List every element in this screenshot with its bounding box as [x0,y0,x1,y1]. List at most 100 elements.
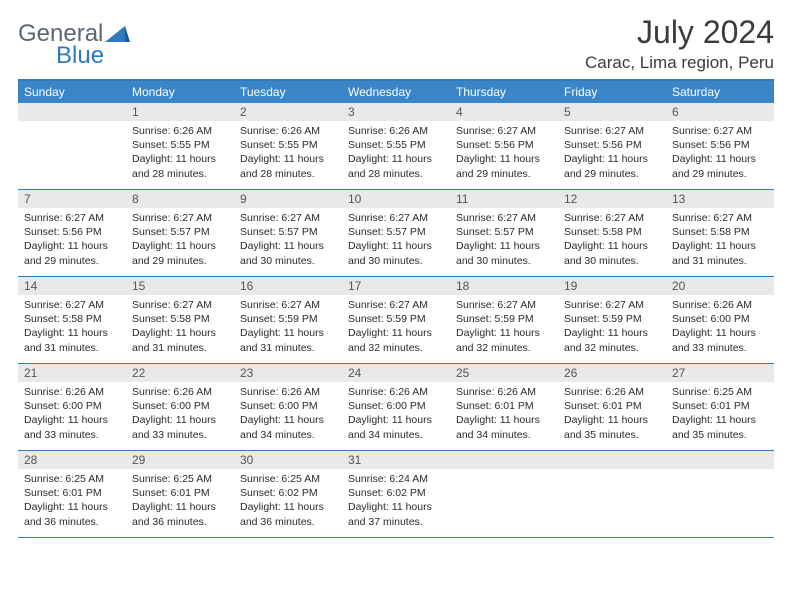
day-content: Sunrise: 6:26 AMSunset: 5:55 PMDaylight:… [126,121,234,184]
daylight-text: Daylight: 11 hours and 32 minutes. [564,326,660,354]
day-number: 28 [18,451,126,469]
day-content: Sunrise: 6:27 AMSunset: 5:59 PMDaylight:… [342,295,450,358]
day-cell: 5Sunrise: 6:27 AMSunset: 5:56 PMDaylight… [558,103,666,189]
day-cell: 12Sunrise: 6:27 AMSunset: 5:58 PMDayligh… [558,190,666,276]
day-cell: 27Sunrise: 6:25 AMSunset: 6:01 PMDayligh… [666,364,774,450]
sunrise-text: Sunrise: 6:27 AM [24,298,120,312]
day-cell: 24Sunrise: 6:26 AMSunset: 6:00 PMDayligh… [342,364,450,450]
day-number [558,451,666,469]
day-content: Sunrise: 6:27 AMSunset: 5:57 PMDaylight:… [126,208,234,271]
sunset-text: Sunset: 5:59 PM [456,312,552,326]
day-cell [666,451,774,537]
daylight-text: Daylight: 11 hours and 33 minutes. [132,413,228,441]
day-content: Sunrise: 6:27 AMSunset: 5:56 PMDaylight:… [18,208,126,271]
day-content: Sunrise: 6:26 AMSunset: 6:00 PMDaylight:… [666,295,774,358]
weekday-friday: Friday [558,81,666,103]
sunset-text: Sunset: 5:57 PM [240,225,336,239]
sunset-text: Sunset: 5:56 PM [564,138,660,152]
logo: GeneralBlue [18,20,131,70]
day-content: Sunrise: 6:26 AMSunset: 5:55 PMDaylight:… [234,121,342,184]
day-content: Sunrise: 6:27 AMSunset: 5:57 PMDaylight:… [342,208,450,271]
day-number: 2 [234,103,342,121]
week-row: 14Sunrise: 6:27 AMSunset: 5:58 PMDayligh… [18,277,774,364]
sunrise-text: Sunrise: 6:27 AM [240,211,336,225]
day-cell: 21Sunrise: 6:26 AMSunset: 6:00 PMDayligh… [18,364,126,450]
day-number: 30 [234,451,342,469]
daylight-text: Daylight: 11 hours and 30 minutes. [456,239,552,267]
day-number: 4 [450,103,558,121]
day-content: Sunrise: 6:27 AMSunset: 5:56 PMDaylight:… [450,121,558,184]
sunset-text: Sunset: 5:57 PM [132,225,228,239]
day-cell: 18Sunrise: 6:27 AMSunset: 5:59 PMDayligh… [450,277,558,363]
sunset-text: Sunset: 6:00 PM [672,312,768,326]
week-row: 21Sunrise: 6:26 AMSunset: 6:00 PMDayligh… [18,364,774,451]
day-number: 14 [18,277,126,295]
daylight-text: Daylight: 11 hours and 31 minutes. [24,326,120,354]
day-cell: 7Sunrise: 6:27 AMSunset: 5:56 PMDaylight… [18,190,126,276]
sunrise-text: Sunrise: 6:27 AM [348,211,444,225]
week-row: 1Sunrise: 6:26 AMSunset: 5:55 PMDaylight… [18,103,774,190]
daylight-text: Daylight: 11 hours and 28 minutes. [132,152,228,180]
weekday-saturday: Saturday [666,81,774,103]
day-number: 19 [558,277,666,295]
sunset-text: Sunset: 6:00 PM [348,399,444,413]
day-content: Sunrise: 6:25 AMSunset: 6:02 PMDaylight:… [234,469,342,532]
day-cell: 3Sunrise: 6:26 AMSunset: 5:55 PMDaylight… [342,103,450,189]
daylight-text: Daylight: 11 hours and 30 minutes. [240,239,336,267]
day-number: 21 [18,364,126,382]
day-content: Sunrise: 6:27 AMSunset: 5:58 PMDaylight:… [666,208,774,271]
sunrise-text: Sunrise: 6:26 AM [348,385,444,399]
day-number: 27 [666,364,774,382]
sunset-text: Sunset: 6:01 PM [132,486,228,500]
sunrise-text: Sunrise: 6:26 AM [132,385,228,399]
day-number: 9 [234,190,342,208]
sunset-text: Sunset: 6:02 PM [240,486,336,500]
sunset-text: Sunset: 5:57 PM [456,225,552,239]
day-cell: 23Sunrise: 6:26 AMSunset: 6:00 PMDayligh… [234,364,342,450]
day-content: Sunrise: 6:27 AMSunset: 5:58 PMDaylight:… [558,208,666,271]
sunset-text: Sunset: 5:58 PM [24,312,120,326]
sunset-text: Sunset: 5:55 PM [240,138,336,152]
title-block: July 2024 Carac, Lima region, Peru [585,14,774,73]
sunset-text: Sunset: 5:59 PM [348,312,444,326]
daylight-text: Daylight: 11 hours and 28 minutes. [348,152,444,180]
sunrise-text: Sunrise: 6:27 AM [564,124,660,138]
day-cell: 28Sunrise: 6:25 AMSunset: 6:01 PMDayligh… [18,451,126,537]
sunrise-text: Sunrise: 6:27 AM [672,211,768,225]
day-cell: 4Sunrise: 6:27 AMSunset: 5:56 PMDaylight… [450,103,558,189]
sunset-text: Sunset: 5:58 PM [672,225,768,239]
day-number: 3 [342,103,450,121]
day-content: Sunrise: 6:26 AMSunset: 5:55 PMDaylight:… [342,121,450,184]
day-cell: 31Sunrise: 6:24 AMSunset: 6:02 PMDayligh… [342,451,450,537]
daylight-text: Daylight: 11 hours and 29 minutes. [24,239,120,267]
sunrise-text: Sunrise: 6:26 AM [240,385,336,399]
sunset-text: Sunset: 6:02 PM [348,486,444,500]
month-title: July 2024 [585,14,774,51]
day-number: 20 [666,277,774,295]
sunrise-text: Sunrise: 6:24 AM [348,472,444,486]
sunset-text: Sunset: 5:58 PM [564,225,660,239]
sunrise-text: Sunrise: 6:27 AM [456,124,552,138]
header: GeneralBlue July 2024 Carac, Lima region… [18,14,774,73]
day-number: 16 [234,277,342,295]
sunrise-text: Sunrise: 6:27 AM [564,211,660,225]
daylight-text: Daylight: 11 hours and 31 minutes. [240,326,336,354]
day-number [450,451,558,469]
sunset-text: Sunset: 5:55 PM [348,138,444,152]
daylight-text: Daylight: 11 hours and 29 minutes. [132,239,228,267]
day-number: 29 [126,451,234,469]
daylight-text: Daylight: 11 hours and 34 minutes. [348,413,444,441]
day-number: 26 [558,364,666,382]
daylight-text: Daylight: 11 hours and 36 minutes. [240,500,336,528]
day-number [18,103,126,121]
day-number: 7 [18,190,126,208]
day-content: Sunrise: 6:27 AMSunset: 5:57 PMDaylight:… [450,208,558,271]
day-cell: 1Sunrise: 6:26 AMSunset: 5:55 PMDaylight… [126,103,234,189]
day-content: Sunrise: 6:27 AMSunset: 5:56 PMDaylight:… [558,121,666,184]
day-content: Sunrise: 6:26 AMSunset: 6:00 PMDaylight:… [18,382,126,445]
sunrise-text: Sunrise: 6:26 AM [24,385,120,399]
sunset-text: Sunset: 6:00 PM [240,399,336,413]
day-content: Sunrise: 6:27 AMSunset: 5:59 PMDaylight:… [558,295,666,358]
weekday-row: SundayMondayTuesdayWednesdayThursdayFrid… [18,81,774,103]
daylight-text: Daylight: 11 hours and 29 minutes. [564,152,660,180]
